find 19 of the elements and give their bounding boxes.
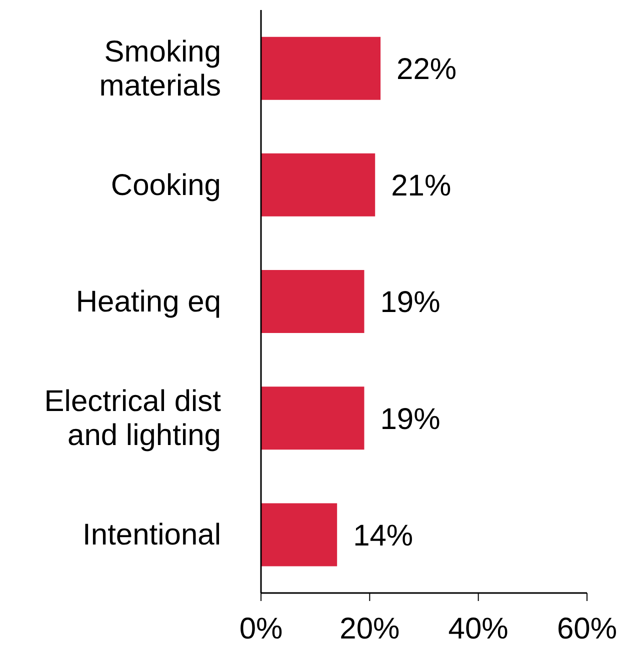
x-tick-label: 40%	[448, 612, 508, 646]
data-label: 14%	[353, 519, 414, 552]
data-label: 21%	[391, 170, 452, 203]
bar	[261, 36, 381, 100]
bar	[261, 153, 376, 216]
y-tick-label: Electrical dist and lighting	[44, 384, 222, 452]
bar	[261, 503, 338, 566]
x-tick-label: 0%	[239, 612, 283, 646]
bar	[261, 270, 364, 334]
data-label: 19%	[380, 402, 440, 436]
y-tick-label: Smoking materials	[99, 34, 221, 102]
y-tick-label: Cooking	[110, 168, 221, 202]
data-label: 22%	[396, 52, 457, 86]
x-tick-label: 20%	[340, 612, 400, 646]
data-label: 19%	[380, 286, 440, 320]
y-tick-label: Intentional	[82, 518, 221, 552]
y-tick-label: Heating eq	[76, 285, 221, 318]
x-tick-label: 60%	[556, 612, 618, 646]
bar	[261, 386, 364, 450]
